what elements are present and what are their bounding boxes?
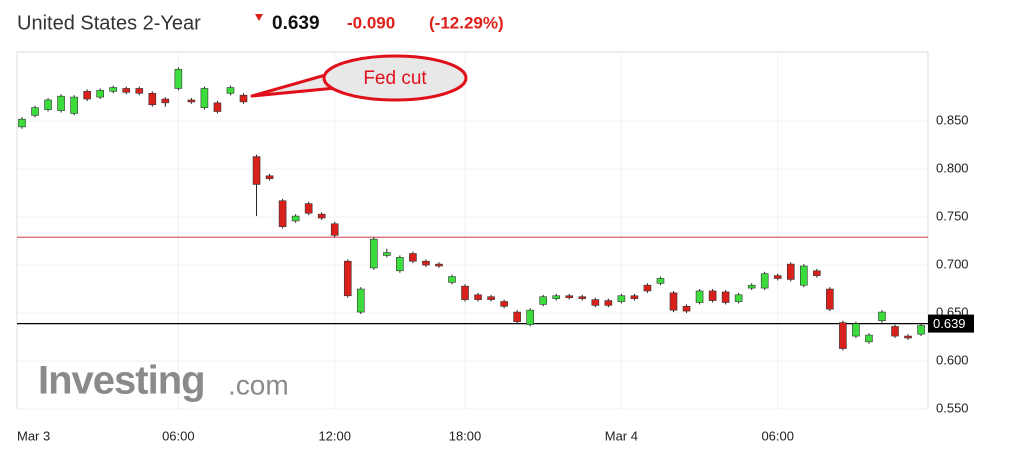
callout-bubble [322, 54, 468, 102]
x-tick-label: 06:00 [162, 428, 195, 443]
candle-body [552, 295, 561, 299]
candle-body [96, 90, 104, 98]
candle-body [604, 300, 613, 306]
x-tick-label: Mar 3 [17, 428, 50, 443]
candle-body [891, 326, 899, 337]
candle-body [330, 223, 339, 236]
candle-body [591, 299, 600, 306]
candle-body [682, 306, 691, 312]
candle-body [578, 296, 587, 299]
chart-title: United States 2-Year [17, 12, 201, 34]
candle-body [109, 87, 118, 92]
candle-body [291, 215, 300, 222]
candle-body [487, 296, 495, 300]
candle-body [83, 91, 91, 100]
price-tag-label: 0.639 [933, 316, 966, 331]
y-tick-label: 0.750 [936, 209, 969, 224]
candle-body [383, 252, 391, 256]
plot-frame [16, 51, 929, 410]
candle-body [304, 203, 313, 214]
candle-body [317, 213, 326, 219]
y-tick-label: 0.800 [936, 161, 969, 176]
y-tick-label: 0.700 [936, 256, 969, 271]
candle-body [500, 301, 508, 307]
candle-body [617, 295, 626, 302]
x-tick-label: 18:00 [449, 428, 482, 443]
plot [17, 52, 928, 410]
candle-body [213, 102, 222, 112]
candle-body [760, 273, 769, 289]
watermark-suffix: .com [228, 369, 289, 400]
candle-body [708, 290, 717, 301]
candle-body [448, 276, 456, 283]
candle-body [278, 200, 287, 227]
candle-body [917, 325, 925, 335]
candle-body [18, 118, 26, 128]
candle-body [461, 285, 469, 300]
candle-body [200, 88, 209, 108]
candle-body [799, 265, 808, 286]
candle-body [721, 291, 730, 303]
candle-body [839, 322, 847, 349]
callout-join [337, 68, 355, 88]
candle-body [539, 296, 548, 305]
candle-body [526, 309, 534, 325]
candle-body [122, 88, 131, 93]
annotation: Fed cut [363, 68, 427, 89]
candle-body [630, 295, 639, 299]
candle-body [656, 278, 665, 284]
change: -0.090 [347, 13, 395, 32]
candle-body [226, 87, 235, 94]
x-tick-label: 06:00 [761, 428, 794, 443]
candle-body [786, 263, 795, 280]
candle-body [565, 295, 574, 298]
candle-body [70, 96, 78, 114]
candle-body [773, 275, 782, 279]
candle-body [826, 288, 834, 310]
watermark-brand: Investing [38, 359, 205, 403]
candle-body [187, 99, 196, 103]
x-tick-label: 12:00 [318, 428, 351, 443]
candle-body [252, 156, 261, 185]
candle-body [422, 260, 430, 266]
candle-body [356, 288, 365, 313]
y-tick-label: 0.850 [936, 113, 969, 128]
candle-body [135, 88, 144, 94]
price-tag [928, 314, 974, 333]
candle-body [865, 334, 873, 343]
price: 0.639 [272, 13, 320, 34]
candle-body [474, 294, 482, 300]
y-tick-label: 0.600 [936, 352, 969, 367]
candle-body [31, 107, 39, 116]
candle-body [904, 335, 912, 339]
down-arrow [255, 14, 263, 21]
candle-body [343, 260, 352, 297]
candle-body [878, 311, 886, 322]
candle-body [148, 92, 157, 106]
candle-body [396, 257, 404, 272]
y-tick-label: 0.550 [936, 400, 969, 415]
candle-body [695, 290, 704, 303]
change-pct: (-12.29%) [429, 13, 504, 32]
candle-body [734, 294, 743, 302]
candle-body [435, 263, 443, 267]
candle-body [44, 99, 52, 110]
candle-body [161, 98, 170, 104]
candle-body [669, 292, 678, 311]
candle-body [513, 311, 521, 322]
candle-body [643, 284, 652, 292]
candle-body [813, 270, 821, 276]
candle-body [57, 95, 65, 111]
candle-body [370, 238, 378, 269]
candle-body [852, 323, 860, 337]
x-tick-label: Mar 4 [605, 428, 638, 443]
candle-body [409, 253, 417, 262]
candle-body [174, 68, 183, 89]
candle-body [747, 284, 756, 289]
candle-body [265, 175, 274, 179]
candle-body [239, 94, 248, 103]
